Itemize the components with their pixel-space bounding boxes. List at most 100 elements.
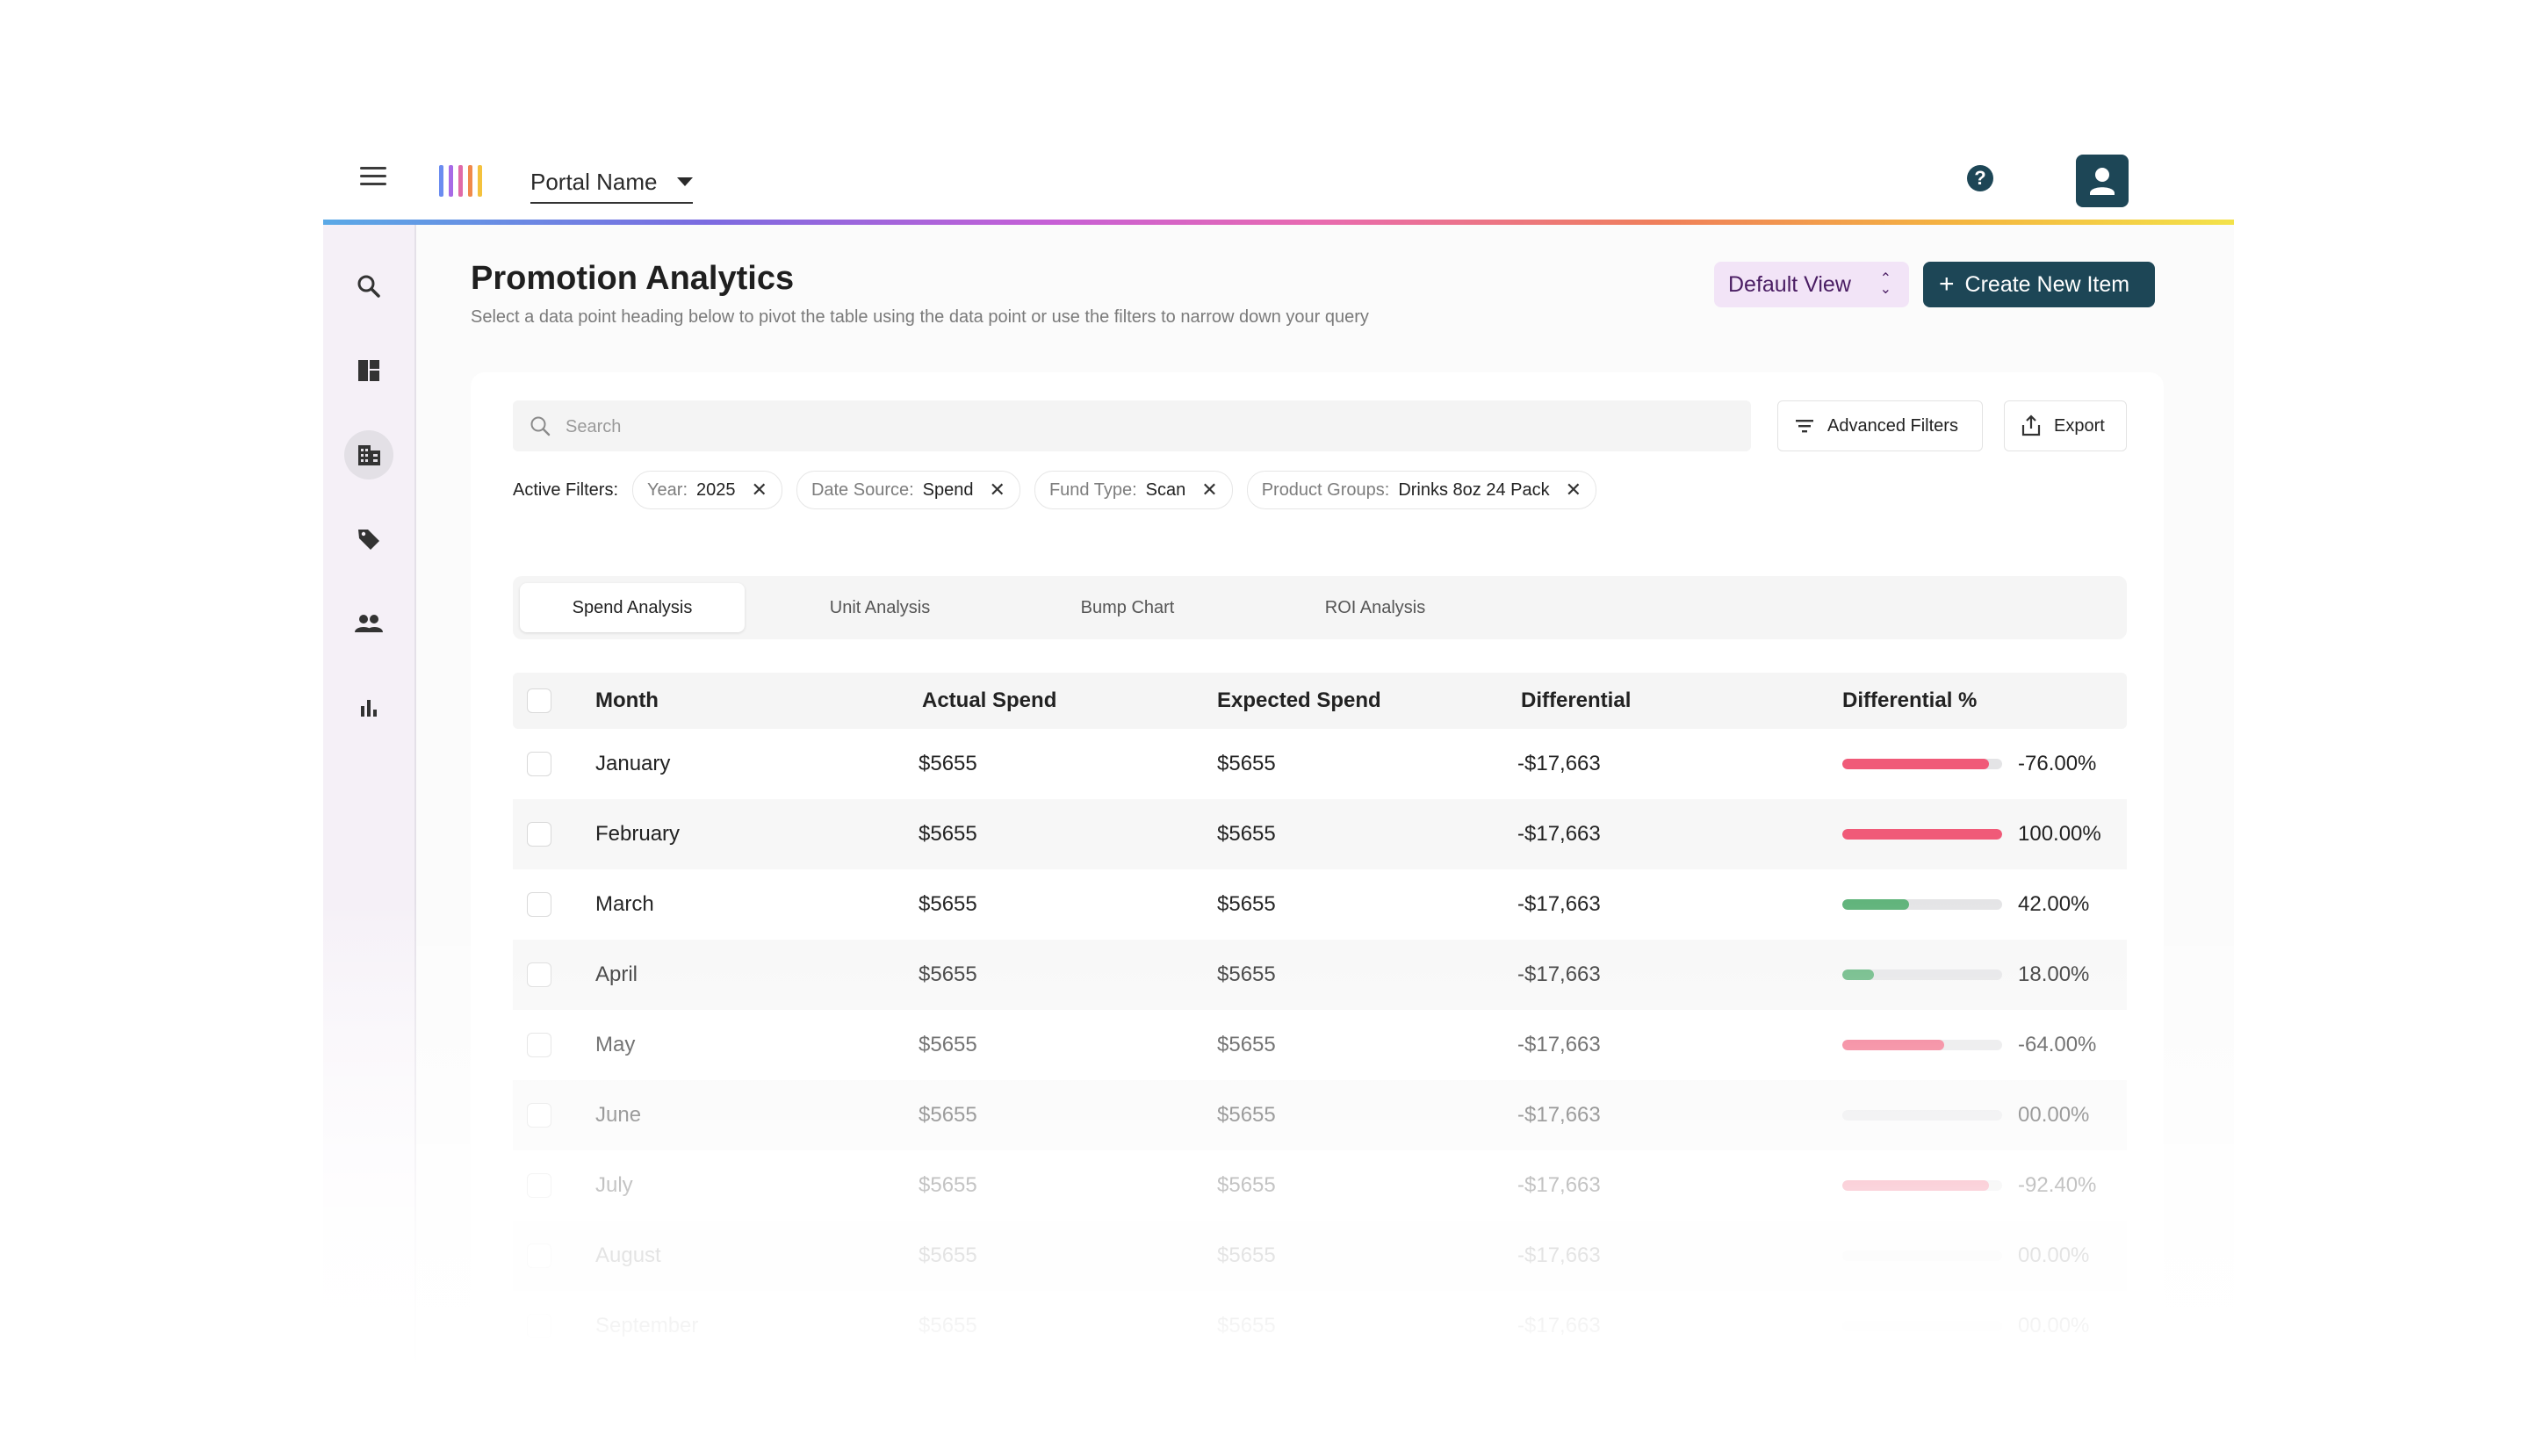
cell-expected-spend: $5655 xyxy=(1217,962,1276,986)
tab-spend-analysis[interactable]: Spend Analysis xyxy=(520,583,745,632)
portal-selector[interactable]: Portal Name xyxy=(530,162,693,204)
user-avatar[interactable] xyxy=(2076,155,2129,207)
sidebar xyxy=(323,225,416,1456)
table-row[interactable]: January $5655 $5655 -$17,663 -76.00% xyxy=(513,729,2127,799)
table-header: Month Actual Spend Expected Spend Differ… xyxy=(513,673,2127,729)
differential-bar xyxy=(1842,829,2002,840)
filter-chip-key: Date Source: xyxy=(811,479,914,500)
filter-chip: Year: 2025 ✕ xyxy=(632,471,782,509)
cell-expected-spend: $5655 xyxy=(1217,752,1276,775)
row-checkbox[interactable] xyxy=(527,892,551,917)
row-checkbox[interactable] xyxy=(527,1243,551,1268)
cell-differential: -$17,663 xyxy=(1517,962,1601,986)
column-header-month[interactable]: Month xyxy=(595,688,659,712)
sidebar-bar-chart-icon[interactable] xyxy=(344,683,393,732)
column-header-expected-spend[interactable]: Expected Spend xyxy=(1217,688,1381,712)
row-checkbox[interactable] xyxy=(527,1384,551,1409)
cell-actual-spend: $5655 xyxy=(919,1033,977,1056)
sidebar-people-icon[interactable] xyxy=(344,599,393,648)
tab-roi-analysis[interactable]: ROI Analysis xyxy=(1324,597,1426,617)
advanced-filters-button[interactable]: Advanced Filters xyxy=(1777,400,1983,451)
differential-bar xyxy=(1842,1180,2002,1191)
row-checkbox[interactable] xyxy=(527,962,551,987)
cell-actual-spend: $5655 xyxy=(919,962,977,986)
filter-chip: Product Groups: Drinks 8oz 24 Pack ✕ xyxy=(1246,471,1597,509)
table-row[interactable]: September $5655 $5655 -$17,663 00.00% xyxy=(513,1291,2127,1361)
tab-unit-analysis[interactable]: Unit Analysis xyxy=(829,597,931,617)
caret-down-icon xyxy=(676,177,693,186)
column-header-differential-pct[interactable]: Differential % xyxy=(1842,688,1978,712)
sidebar-dashboard-icon[interactable] xyxy=(344,346,393,395)
row-checkbox[interactable] xyxy=(527,1033,551,1057)
differential-bar-fill xyxy=(1842,1180,1990,1191)
help-icon[interactable]: ? xyxy=(1967,165,1993,191)
app-window: Portal Name ? Prom xyxy=(323,135,2234,1456)
table-row[interactable]: July $5655 $5655 -$17,663 -92.40% xyxy=(513,1150,2127,1221)
cell-month: February xyxy=(595,822,681,846)
filter-chip-key: Fund Type: xyxy=(1048,479,1137,500)
cell-expected-spend: $5655 xyxy=(1217,1314,1276,1337)
page-subtitle: Select a data point heading below to piv… xyxy=(471,307,1369,327)
table-row[interactable]: October $5655 $5655 -$17,663 18.00% xyxy=(513,1361,2127,1431)
cell-differential: -$17,663 xyxy=(1517,892,1601,916)
cell-differential: -$17,663 xyxy=(1517,1033,1601,1056)
cell-expected-spend: $5655 xyxy=(1217,1173,1276,1197)
cell-expected-spend: $5655 xyxy=(1217,1033,1276,1056)
cell-month: April xyxy=(595,962,638,986)
row-checkbox[interactable] xyxy=(527,752,551,776)
table-row[interactable]: April $5655 $5655 -$17,663 18.00% xyxy=(513,940,2127,1010)
row-checkbox[interactable] xyxy=(527,1314,551,1338)
page-title: Promotion Analytics xyxy=(471,260,795,297)
export-label: Export xyxy=(2054,415,2105,436)
table-row[interactable]: August $5655 $5655 -$17,663 00.00% xyxy=(513,1221,2127,1291)
menu-icon[interactable] xyxy=(360,167,386,190)
differential-bar-fill xyxy=(1842,1040,1945,1050)
filter-chip-value: Drinks 8oz 24 Pack xyxy=(1398,479,1550,500)
differential-bar xyxy=(1842,759,2002,769)
building-icon xyxy=(358,445,380,465)
filter-chip: Fund Type: Scan ✕ xyxy=(1034,471,1233,509)
select-all-checkbox[interactable] xyxy=(527,688,551,713)
advanced-filters-label: Advanced Filters xyxy=(1827,415,1958,436)
row-checkbox[interactable] xyxy=(527,822,551,847)
cell-actual-spend: $5655 xyxy=(919,752,977,775)
cell-month: January xyxy=(595,752,671,775)
close-icon[interactable]: ✕ xyxy=(1201,479,1218,501)
export-button[interactable]: Export xyxy=(2004,400,2127,451)
filter-chip-value: Scan xyxy=(1145,479,1186,500)
cell-differential-pct: -64.00% xyxy=(2018,1033,2097,1056)
default-view-label: Default View xyxy=(1728,271,1851,297)
row-checkbox[interactable] xyxy=(527,1173,551,1198)
tab-bump-chart[interactable]: Bump Chart xyxy=(1080,597,1175,617)
brand-logo xyxy=(439,165,482,197)
export-icon xyxy=(2021,414,2041,436)
column-header-actual-spend[interactable]: Actual Spend xyxy=(922,688,1057,712)
close-icon[interactable]: ✕ xyxy=(1565,479,1582,501)
filter-chip-value: 2025 xyxy=(696,479,736,500)
column-header-differential[interactable]: Differential xyxy=(1521,688,1632,712)
sidebar-tag-icon[interactable] xyxy=(344,515,393,564)
search-input[interactable] xyxy=(564,400,1709,453)
search-icon xyxy=(530,416,551,436)
close-icon[interactable]: ✕ xyxy=(989,479,1005,501)
default-view-select[interactable]: Default View ⌃ ⌄ xyxy=(1714,262,1909,307)
cell-expected-spend: $5655 xyxy=(1217,1243,1276,1267)
table-row[interactable]: May $5655 $5655 -$17,663 -64.00% xyxy=(513,1010,2127,1080)
row-checkbox[interactable] xyxy=(527,1103,551,1128)
sidebar-search-icon[interactable] xyxy=(344,262,393,311)
differential-bar xyxy=(1842,1251,2002,1261)
cell-differential: -$17,663 xyxy=(1517,1243,1601,1267)
bar-chart-icon xyxy=(361,700,377,717)
differential-bar-fill xyxy=(1842,829,2002,840)
table-row[interactable]: June $5655 $5655 -$17,663 00.00% xyxy=(513,1080,2127,1150)
cell-month: May xyxy=(595,1033,636,1056)
cell-actual-spend: $5655 xyxy=(919,892,977,916)
sidebar-building-icon[interactable] xyxy=(344,430,393,479)
table-row[interactable]: February $5655 $5655 -$17,663 100.00% xyxy=(513,799,2127,869)
logo-bar xyxy=(449,165,453,197)
table-row[interactable]: March $5655 $5655 -$17,663 42.00% xyxy=(513,869,2127,940)
close-icon[interactable]: ✕ xyxy=(751,479,767,501)
cell-differential: -$17,663 xyxy=(1517,1103,1601,1127)
table-body: January $5655 $5655 -$17,663 -76.00% February… xyxy=(513,729,2127,1431)
create-new-item-button[interactable]: + Create New Item xyxy=(1923,262,2155,307)
